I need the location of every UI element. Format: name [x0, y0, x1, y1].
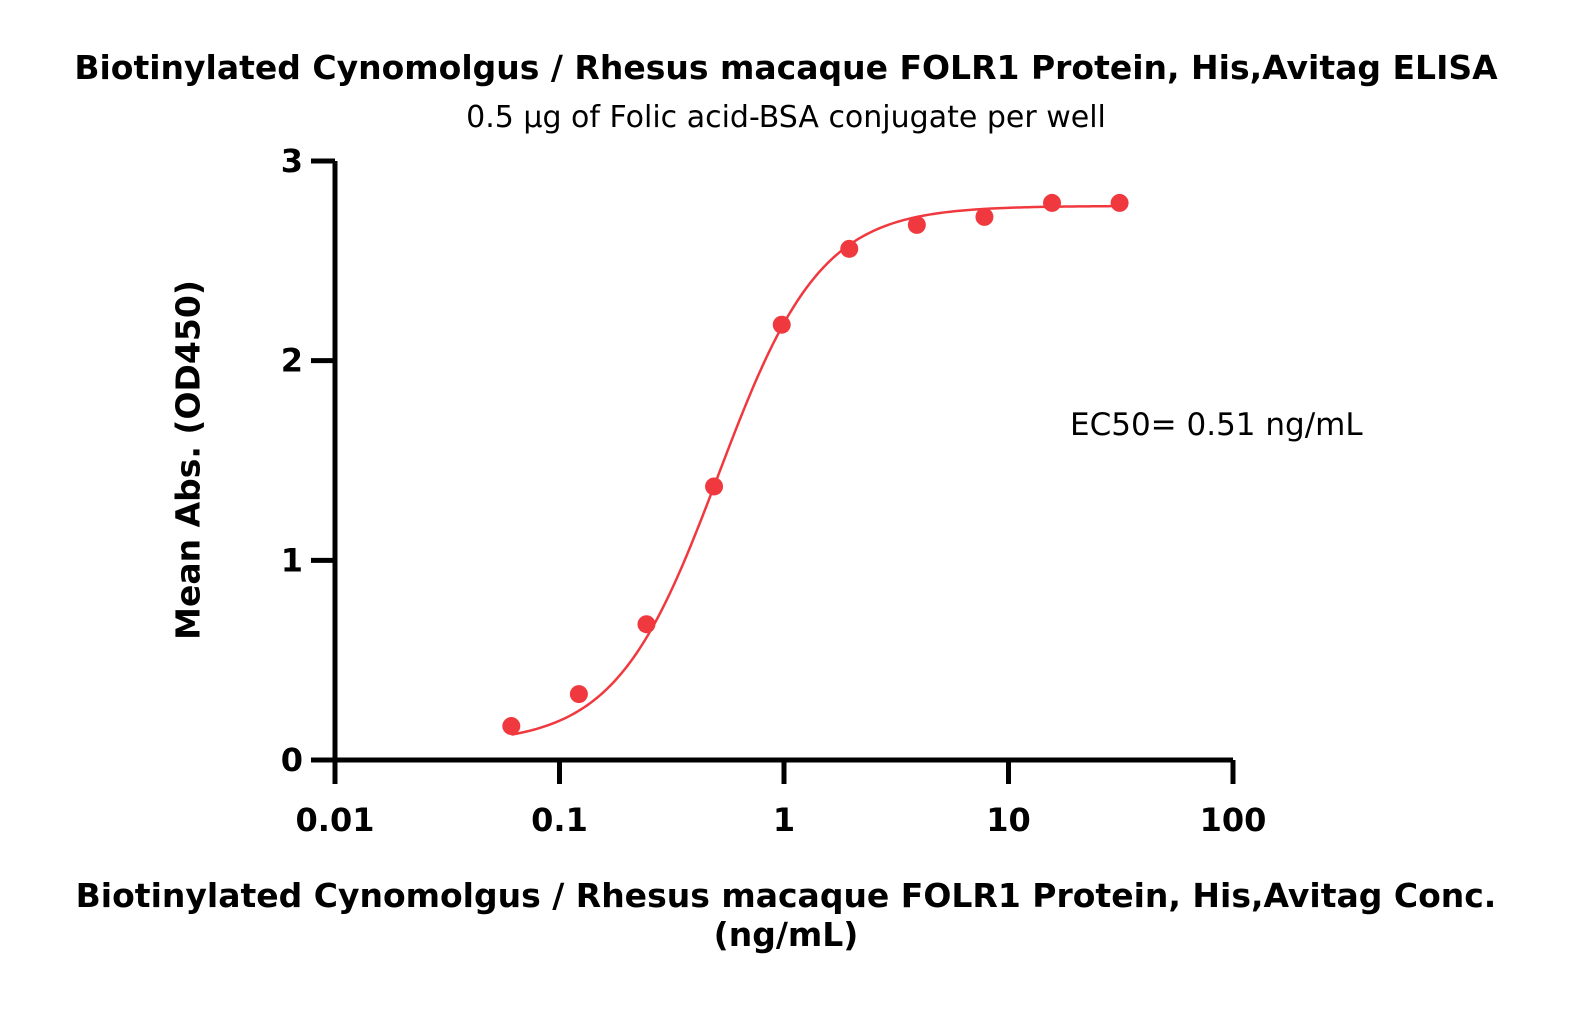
y-tick-label: 1 [281, 541, 303, 579]
x-tick-label: 1 [773, 801, 795, 839]
fit-curve [511, 204, 1120, 736]
data-point [569, 685, 588, 704]
data-point [772, 315, 791, 334]
data-point [502, 717, 521, 736]
y-tick-label: 3 [281, 142, 303, 180]
data-point [840, 239, 859, 258]
data-point [975, 207, 994, 226]
y-tick-label: 0 [281, 741, 303, 779]
data-point [1110, 193, 1129, 212]
x-axis-label: Biotinylated Cynomolgus / Rhesus macaque… [75, 876, 1497, 954]
x-tick-label: 100 [1200, 801, 1267, 839]
x-tick-label: 0.01 [296, 801, 375, 839]
x-tick-label: 10 [986, 801, 1031, 839]
data-point [705, 477, 724, 496]
chart-title: Biotinylated Cynomolgus / Rhesus macaque… [74, 48, 1498, 87]
y-tick-label: 2 [281, 342, 303, 380]
chart-subtitle: 0.5 µg of Folic acid-BSA conjugate per w… [466, 100, 1106, 135]
data-point [637, 615, 656, 634]
data-point [907, 215, 926, 234]
ec50-annotation: EC50= 0.51 ng/mL [1070, 407, 1363, 443]
x-tick-label: 0.1 [531, 801, 588, 839]
data-point [1043, 193, 1062, 212]
